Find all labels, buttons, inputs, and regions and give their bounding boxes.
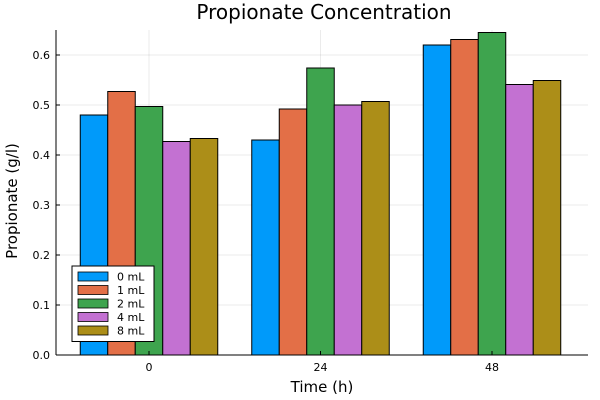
- bar-0h-8mL: [189, 138, 219, 356]
- y-tick-label-2: 0.2: [33, 249, 51, 262]
- legend-swatch-2mL: [77, 298, 109, 309]
- x-tick-label-0: 0: [146, 361, 153, 374]
- y-tick-label-4: 0.4: [33, 149, 51, 162]
- y-tick-label-0: 0.0: [33, 349, 51, 362]
- legend-swatch-4mL: [77, 312, 109, 322]
- bar-48h-1mL: [450, 39, 479, 356]
- y-tick-label-3: 0.3: [33, 199, 51, 212]
- bar-48h-0mL: [422, 44, 452, 356]
- legend-label-2mL: 2 mL: [117, 298, 145, 311]
- legend-label-1mL: 1 mL: [117, 284, 145, 297]
- bar-24h-1mL: [278, 108, 308, 356]
- bar-0h-4mL: [162, 141, 191, 356]
- x-axis-label: Time (h): [290, 378, 354, 396]
- bar-24h-0mL: [251, 139, 280, 356]
- axes: [55, 30, 588, 356]
- x-tick-label-1: 24: [314, 361, 328, 374]
- y-tick-label-1: 0.1: [33, 299, 51, 312]
- legend: 0 mL1 mL2 mL4 mL8 mL: [71, 265, 155, 342]
- bar-24h-4mL: [333, 104, 363, 356]
- legend-label-0mL: 0 mL: [117, 271, 145, 284]
- chart-title: Propionate Concentration: [196, 0, 451, 24]
- bar-48h-8mL: [532, 80, 562, 356]
- legend-swatch-8mL: [77, 325, 109, 336]
- bar-24h-8mL: [361, 101, 390, 356]
- x-tick-label-2: 48: [485, 361, 499, 374]
- bar-48h-4mL: [505, 84, 534, 356]
- legend-swatch-1mL: [77, 285, 109, 295]
- y-tick-label-5: 0.5: [33, 99, 51, 112]
- x-tick-labels: 0 24 48: [146, 361, 500, 374]
- bar-48h-2mL: [477, 32, 507, 356]
- legend-label-4mL: 4 mL: [117, 311, 145, 324]
- y-tick-label-6: 0.6: [33, 49, 51, 62]
- legend-swatch-0mL: [77, 271, 109, 282]
- y-axis-label: Propionate (g/l): [3, 143, 21, 259]
- legend-label-8mL: 8 mL: [117, 325, 145, 338]
- bar-24h-2mL: [306, 67, 335, 356]
- y-tick-labels: 0.0 0.1 0.2 0.3 0.4 0.5 0.6: [33, 49, 51, 362]
